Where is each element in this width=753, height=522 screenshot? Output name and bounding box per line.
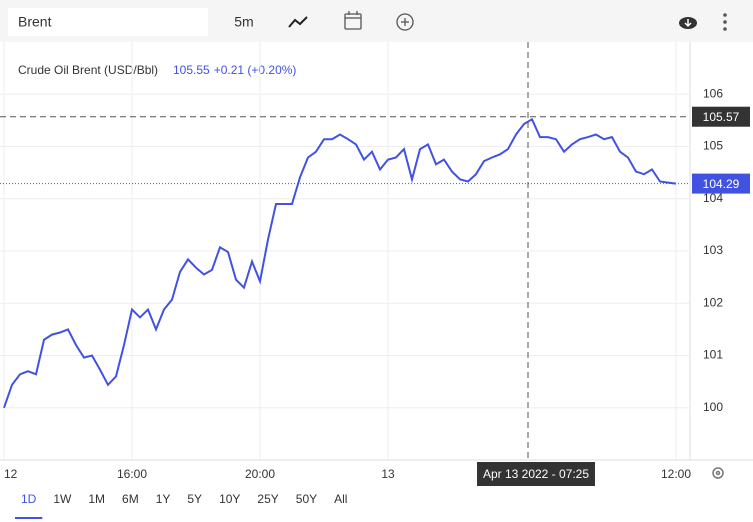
x-tick-label: 16:00: [117, 467, 147, 481]
x-tick-label: 20:00: [245, 467, 275, 481]
y-tick-label: 106: [703, 86, 723, 100]
calendar-icon[interactable]: [344, 11, 362, 30]
interval-button[interactable]: 5m: [234, 14, 253, 30]
y-tick-label: 102: [703, 295, 723, 309]
range-button[interactable]: 50Y: [296, 492, 317, 506]
search-input[interactable]: [8, 8, 208, 36]
download-icon[interactable]: [679, 17, 697, 29]
crosshair-y-label: 105.57: [703, 110, 740, 124]
settings-icon[interactable]: [712, 467, 724, 479]
crosshair-y-box: [692, 106, 750, 127]
range-button[interactable]: 1M: [88, 492, 105, 506]
crosshair-x-box: [477, 462, 595, 486]
range-button[interactable]: 25Y: [257, 492, 278, 506]
x-tick-label: 13: [381, 467, 395, 481]
price-line: [3, 117, 677, 409]
range-button[interactable]: 1Y: [156, 492, 171, 506]
y-tick-label: 104: [703, 191, 723, 205]
legend-name: Crude Oil Brent (USD/Bbl): [18, 63, 158, 77]
range-button[interactable]: 5Y: [187, 492, 202, 506]
menu-icon[interactable]: [723, 13, 727, 31]
y-tick-label: 103: [703, 243, 723, 257]
y-tick-label: 105: [703, 139, 723, 153]
x-tick-label: 12: [4, 467, 18, 481]
legend-change: +0.21 (+0.20%): [214, 63, 297, 77]
last-value-label: 104.29: [703, 177, 740, 191]
add-icon[interactable]: [396, 13, 414, 31]
y-tick-label: 100: [703, 400, 723, 414]
x-tick-label: 12:00: [661, 467, 691, 481]
range-button[interactable]: 6M: [122, 492, 139, 506]
last-value-box: [692, 173, 750, 194]
search-text: Brent: [18, 14, 52, 30]
chart-type-icon[interactable]: [288, 16, 308, 28]
range-button[interactable]: 1D: [21, 492, 37, 506]
range-button[interactable]: All: [334, 492, 347, 506]
y-tick-label: 101: [703, 348, 723, 362]
crosshair-x-label: Apr 13 2022 - 07:25: [483, 467, 589, 481]
range-button[interactable]: 1W: [53, 492, 72, 506]
range-button[interactable]: 10Y: [219, 492, 240, 506]
legend-price: 105.55: [173, 63, 210, 77]
